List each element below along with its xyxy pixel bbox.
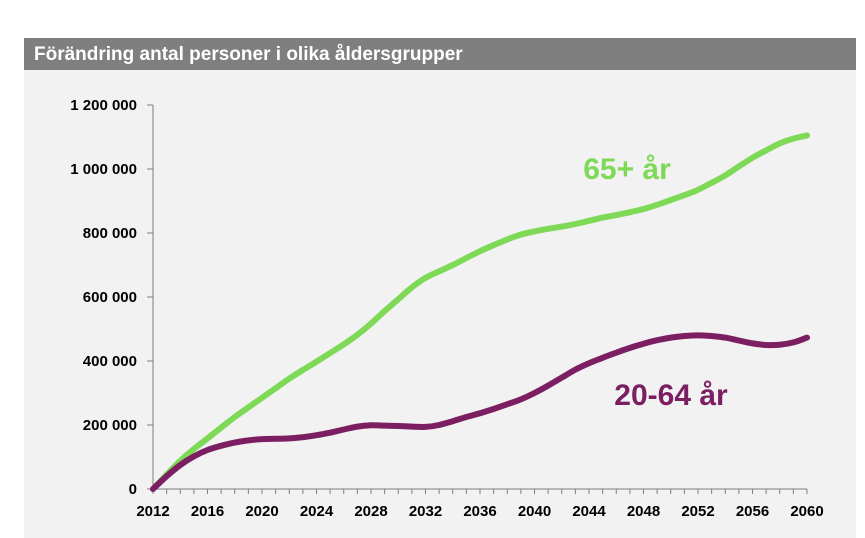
series-20-64-line: [150, 332, 810, 492]
y-tick-label: 1 000 000: [70, 161, 137, 178]
x-tick-label: 2044: [572, 503, 606, 520]
x-tick-label: 2036: [463, 503, 496, 520]
x-tick-label: 2020: [245, 503, 278, 520]
series-20-64-label: 20-64 år: [614, 379, 728, 412]
y-tick-label: 600 000: [83, 289, 137, 306]
y-tick-label: 1 200 000: [70, 97, 137, 114]
x-tick-label: 2028: [354, 503, 387, 520]
y-tick-label: 200 000: [83, 417, 137, 434]
x-tick-label: 2032: [409, 503, 442, 520]
series-labels: 65+ år 20-64 år: [583, 153, 728, 412]
series-65plus-label: 65+ år: [583, 153, 671, 186]
x-tick-label: 2016: [191, 503, 224, 520]
plot-background: [24, 70, 856, 538]
series-65plus-line: [150, 132, 810, 492]
x-tick-label: 2056: [736, 503, 769, 520]
x-tick-label: 2040: [518, 503, 551, 520]
axes: 0 200 000 400 000 600 000 800 000 1 000 000 1 …: [70, 97, 823, 520]
chart-title-bar: Förändring antal personer i olika ålders…: [24, 38, 856, 70]
y-tick-label: 400 000: [83, 353, 137, 370]
x-tick-label: 2060: [790, 503, 823, 520]
series-lines: [150, 132, 810, 492]
x-tick-label: 2012: [136, 503, 169, 520]
x-tick-label: 2024: [300, 503, 334, 520]
y-tick-label: 0: [129, 481, 137, 498]
y-tick-label: 800 000: [83, 225, 137, 242]
chart-title: Förändring antal personer i olika ålders…: [34, 44, 463, 65]
x-tick-label: 2048: [627, 503, 660, 520]
x-tick-label: 2052: [681, 503, 714, 520]
